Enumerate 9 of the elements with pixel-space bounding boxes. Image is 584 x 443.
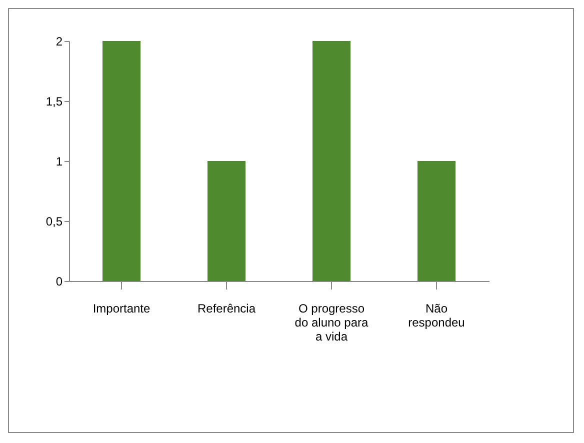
x-tick-label: Referência — [197, 302, 256, 316]
x-tick-label: Importante — [92, 302, 150, 316]
y-tick-label: 0 — [56, 274, 63, 288]
y-tick-label: 1 — [56, 154, 63, 168]
y-tick-label: 0,5 — [46, 214, 63, 228]
y-tick-label: 1,5 — [46, 94, 63, 108]
x-tick-label: O progresso do aluno para a vida — [294, 302, 369, 344]
y-tick-label: 2 — [56, 34, 63, 48]
x-tick-label: Não respondeu — [408, 302, 465, 330]
